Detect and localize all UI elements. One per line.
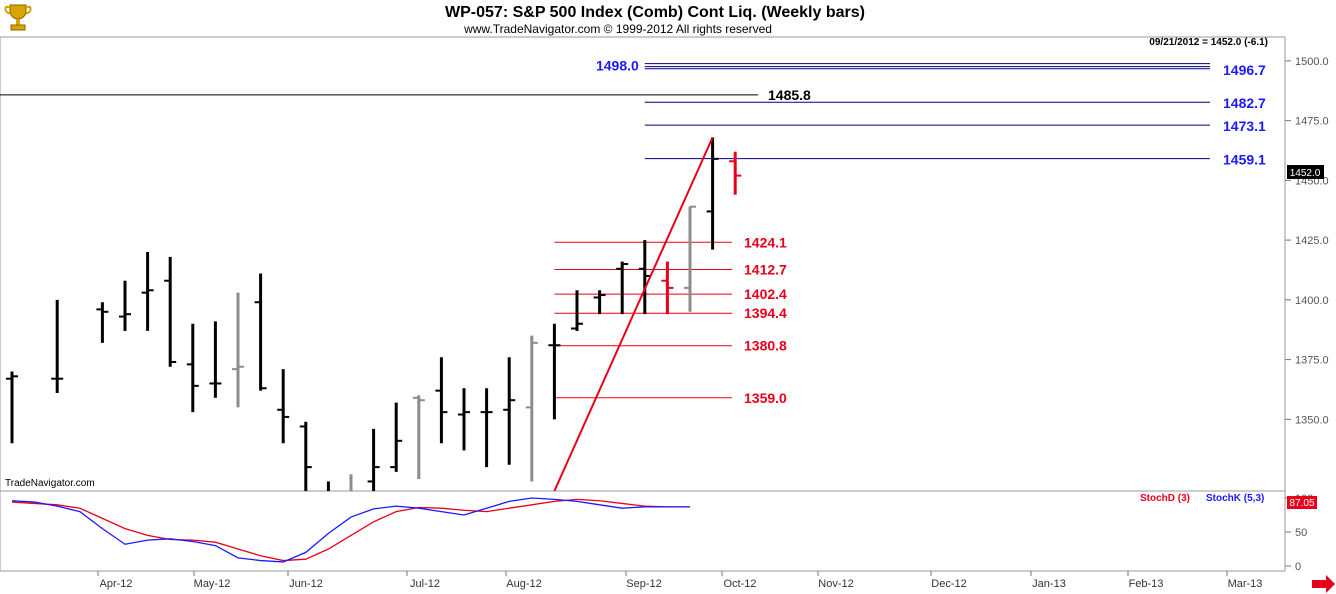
ohlc-bar xyxy=(412,395,425,480)
ohlc-bar xyxy=(326,481,330,491)
x-tick-label: Mar-13 xyxy=(1228,578,1263,590)
stochastic-lines xyxy=(11,497,690,563)
price-panel xyxy=(0,36,1286,492)
ohlc-bar xyxy=(458,388,470,451)
x-tick-label: Jan-13 xyxy=(1032,578,1066,590)
ohlc-bar xyxy=(661,261,674,315)
y-tick-label: 1500.0 xyxy=(1295,56,1329,68)
legend-stochk: StochK (5,3) xyxy=(1206,493,1264,504)
level-label: 1498.0 xyxy=(596,58,639,74)
x-tick-label: Dec-12 xyxy=(931,578,966,590)
level-label: 1424.1 xyxy=(744,234,787,250)
x-tick-label: Sep-12 xyxy=(626,578,661,590)
y-tick-label: 1350.0 xyxy=(1295,414,1329,426)
x-tick-label: Feb-13 xyxy=(1129,578,1164,590)
stoch-value-box xyxy=(1287,496,1317,509)
ohlc-bar xyxy=(254,273,267,391)
trend-line xyxy=(553,136,714,491)
x-tick-label: May-12 xyxy=(194,578,231,590)
date-readout: 09/21/2012 = 1452.0 (-6.1) xyxy=(1149,37,1268,48)
level-label: 1394.4 xyxy=(744,305,787,321)
stoch-value-label: 87.05 xyxy=(1289,498,1314,509)
scroll-right-arrow-icon[interactable] xyxy=(1312,575,1335,593)
chart-title: WP-057: S&P 500 Index (Comb) Cont Liq. (… xyxy=(445,4,865,21)
stoch-panel xyxy=(0,490,1286,572)
level-label: 1485.8 xyxy=(768,87,811,103)
legend-stochd: StochD (3) xyxy=(1140,493,1190,504)
level-lines: 1498.0 1496.7 1485.8 1482.7 1473.1 1459.1 1424… xyxy=(0,58,1266,406)
price-bars xyxy=(6,137,742,491)
ohlc-bar xyxy=(525,335,538,482)
ohlc-bar xyxy=(299,421,312,491)
copyright-text: www.TradeNavigator.com © 1999-2012 All r… xyxy=(463,22,772,36)
level-label: 1496.7 xyxy=(1223,62,1266,78)
x-tick-label: Oct-12 xyxy=(723,578,756,590)
level-label: 1473.1 xyxy=(1223,118,1266,134)
level-label: 1402.4 xyxy=(744,286,787,302)
y-tick-label: 1475.0 xyxy=(1295,116,1329,128)
x-tick-label: Nov-12 xyxy=(818,578,853,590)
ohlc-bar xyxy=(684,205,696,312)
y-axis-area xyxy=(1285,37,1336,571)
ohlc-bar xyxy=(548,323,561,420)
ohlc-bar xyxy=(209,321,222,398)
ohlc-bar xyxy=(51,299,64,394)
ohlc-bar xyxy=(729,151,742,195)
ohlc-bar xyxy=(349,474,353,491)
y-tick-label: 1425.0 xyxy=(1295,235,1329,247)
price-box-label: 1452.0 xyxy=(1290,168,1321,179)
ohlc-bar xyxy=(119,280,131,331)
ohlc-bar xyxy=(232,292,244,408)
stochd-line xyxy=(11,498,690,562)
price-box xyxy=(1287,165,1324,179)
ohlc-bar xyxy=(503,357,516,465)
red-trendline xyxy=(553,136,714,491)
ohlc-bar xyxy=(367,428,380,491)
ohlc-bar xyxy=(186,323,199,413)
x-tick-label: Apr-12 xyxy=(99,578,132,590)
y-tick-label: 1375.0 xyxy=(1295,355,1329,367)
ohlc-bar xyxy=(390,402,403,472)
stoch-tick-label: 50 xyxy=(1295,527,1307,539)
ohlc-bar xyxy=(571,290,583,331)
ohlc-bar xyxy=(6,371,18,444)
watermark: TradeNavigator.com xyxy=(5,478,95,489)
x-tick-label: Aug-12 xyxy=(506,578,541,590)
stoch-tick-label: 0 xyxy=(1295,561,1301,573)
x-axis-ticks: Apr-12 May-12 Jun-12 Jul-12 Aug-12 Sep-12 Oct-… xyxy=(97,571,1263,590)
level-label: 1459.1 xyxy=(1223,152,1266,168)
level-label: 1412.7 xyxy=(744,261,787,277)
ohlc-bar xyxy=(706,137,719,250)
stochk-line xyxy=(11,497,690,563)
x-tick-label: Jun-12 xyxy=(289,578,323,590)
ohlc-bar xyxy=(435,357,448,444)
ohlc-bar xyxy=(616,261,629,315)
trophy-logo xyxy=(4,4,32,31)
ohlc-bar xyxy=(593,290,606,315)
ohlc-bar xyxy=(96,302,109,343)
level-label: 1482.7 xyxy=(1223,95,1266,111)
level-label: 1380.8 xyxy=(744,338,787,354)
level-label: 1359.0 xyxy=(744,390,787,406)
x-tick-label: Jul-12 xyxy=(410,578,440,590)
ohlc-bar xyxy=(164,256,177,367)
ohlc-bar xyxy=(277,369,290,444)
ohlc-bar xyxy=(480,388,493,468)
y-tick-label: 1400.0 xyxy=(1295,295,1329,307)
ohlc-bar xyxy=(141,252,154,331)
